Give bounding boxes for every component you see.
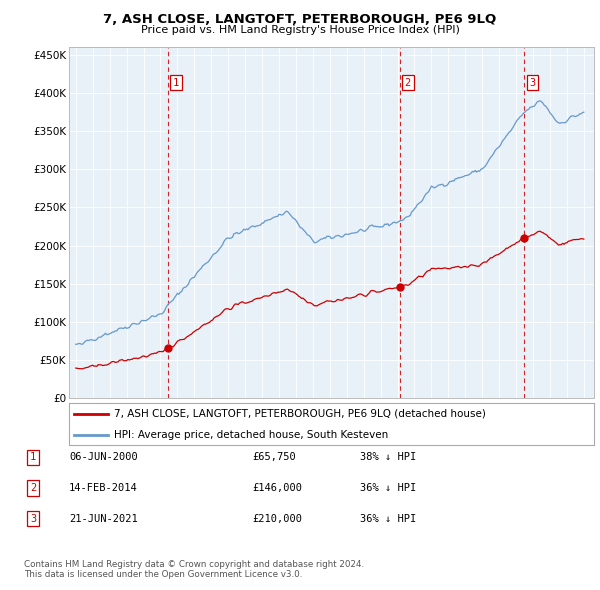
Text: Price paid vs. HM Land Registry's House Price Index (HPI): Price paid vs. HM Land Registry's House … [140, 25, 460, 35]
Text: Contains HM Land Registry data © Crown copyright and database right 2024.
This d: Contains HM Land Registry data © Crown c… [24, 560, 364, 579]
Text: £65,750: £65,750 [252, 453, 296, 462]
Text: £210,000: £210,000 [252, 514, 302, 523]
Text: 1: 1 [30, 453, 36, 462]
Text: 06-JUN-2000: 06-JUN-2000 [69, 453, 138, 462]
Text: 3: 3 [30, 514, 36, 523]
Text: 7, ASH CLOSE, LANGTOFT, PETERBOROUGH, PE6 9LQ (detached house): 7, ASH CLOSE, LANGTOFT, PETERBOROUGH, PE… [113, 409, 485, 418]
Text: 14-FEB-2014: 14-FEB-2014 [69, 483, 138, 493]
Text: 2: 2 [30, 483, 36, 493]
Text: HPI: Average price, detached house, South Kesteven: HPI: Average price, detached house, Sout… [113, 430, 388, 440]
Text: 3: 3 [529, 78, 535, 88]
Text: 36% ↓ HPI: 36% ↓ HPI [360, 483, 416, 493]
Text: 36% ↓ HPI: 36% ↓ HPI [360, 514, 416, 523]
Text: 2: 2 [404, 78, 411, 88]
Text: 1: 1 [173, 78, 179, 88]
Text: 38% ↓ HPI: 38% ↓ HPI [360, 453, 416, 462]
Text: 21-JUN-2021: 21-JUN-2021 [69, 514, 138, 523]
Text: £146,000: £146,000 [252, 483, 302, 493]
Text: 7, ASH CLOSE, LANGTOFT, PETERBOROUGH, PE6 9LQ: 7, ASH CLOSE, LANGTOFT, PETERBOROUGH, PE… [103, 13, 497, 26]
